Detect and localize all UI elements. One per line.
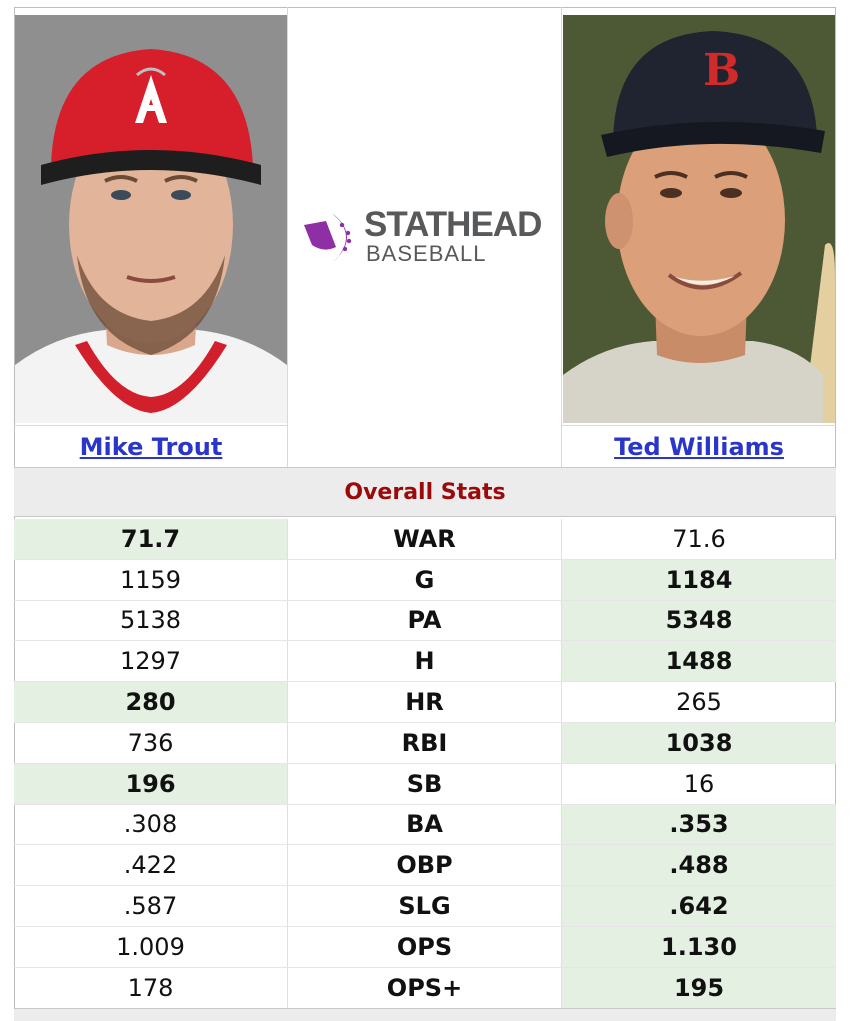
stat-row: .308 BA .353 — [14, 804, 836, 846]
right-stat-value: 265 — [676, 688, 722, 717]
stat-label: SB — [288, 763, 562, 804]
left-player-link[interactable]: Mike Trout — [14, 425, 288, 467]
left-stat-value: 1297 — [14, 641, 288, 682]
right-stat-value: 1.130 — [562, 926, 836, 967]
right-stat-value: 5348 — [562, 600, 836, 641]
stat-label: PA — [288, 600, 562, 641]
right-stat-value: 16 — [683, 769, 715, 798]
stat-row: 5138 PA 5348 — [14, 600, 836, 642]
stat-label: H — [288, 641, 562, 682]
right-player-link[interactable]: Ted Williams — [562, 425, 836, 467]
stats-table: 71.7 WAR 71.6 1159 G 1184 5138 PA 5348 1297 H 1488 2… — [14, 519, 836, 1009]
right-stat-value: 71.6 — [672, 524, 726, 553]
left-stat-value: .308 — [14, 804, 288, 845]
logo-word-baseball: BASEBALL — [366, 241, 487, 266]
stat-row: 736 RBI 1038 — [14, 722, 836, 764]
svg-text:B: B — [703, 45, 740, 96]
left-stat-value: .422 — [14, 845, 288, 886]
stat-row: .422 OBP .488 — [14, 845, 836, 887]
right-stat-value: 195 — [562, 967, 836, 1008]
left-stat-value: 196 — [14, 763, 288, 804]
left-player-photo — [15, 15, 287, 423]
left-stat-value: 178 — [14, 967, 288, 1008]
stat-label: OBP — [288, 845, 562, 886]
stat-label: RBI — [288, 722, 562, 763]
left-player-column: Mike Trout — [14, 7, 288, 467]
stat-label: WAR — [288, 519, 562, 559]
stat-row: 178 OPS+ 195 — [14, 967, 836, 1009]
right-stat-value: .353 — [562, 804, 836, 845]
stat-row: 196 SB 16 — [14, 763, 836, 805]
logo-word-stathead: STATHEAD — [364, 205, 542, 244]
stathead-emblem-icon — [304, 213, 352, 263]
right-stat-value: 1038 — [562, 722, 836, 763]
stat-row: .587 SLG .642 — [14, 886, 836, 927]
right-player-column: B Ted Williams — [562, 7, 836, 467]
player-header: Mike Trout STATHEAD BASEBALL — [14, 7, 836, 467]
stat-row: 1297 H 1488 — [14, 641, 836, 683]
stat-row: 1159 G 1184 — [14, 559, 836, 601]
left-stat-value: 280 — [14, 682, 288, 722]
stat-row: 280 HR 265 — [14, 682, 836, 723]
left-stat-value: 5138 — [14, 600, 288, 641]
left-stat-value: 1159 — [14, 559, 288, 600]
section-title: Overall Stats — [14, 467, 836, 517]
left-stat-value: .587 — [14, 886, 288, 926]
right-stat-value: .488 — [562, 845, 836, 886]
stat-row: 71.7 WAR 71.6 — [14, 519, 836, 560]
stat-label: SLG — [288, 886, 562, 926]
stat-label: OPS — [288, 926, 562, 967]
right-player-photo: B — [563, 15, 835, 423]
right-stat-value: .642 — [562, 886, 836, 926]
stat-label: G — [288, 559, 562, 600]
left-stat-value: 736 — [14, 722, 288, 763]
table-footer-band — [14, 1008, 836, 1021]
stathead-logo: STATHEAD BASEBALL — [302, 205, 564, 266]
left-stat-value: 71.7 — [14, 519, 288, 559]
logo-column: STATHEAD BASEBALL — [288, 7, 562, 467]
stat-label: OPS+ — [288, 967, 562, 1008]
stat-row: 1.009 OPS 1.130 — [14, 926, 836, 968]
stat-label: HR — [288, 682, 562, 722]
right-stat-value: 1488 — [562, 641, 836, 682]
left-stat-value: 1.009 — [14, 926, 288, 967]
right-stat-value: 1184 — [562, 559, 836, 600]
stat-label: BA — [288, 804, 562, 845]
